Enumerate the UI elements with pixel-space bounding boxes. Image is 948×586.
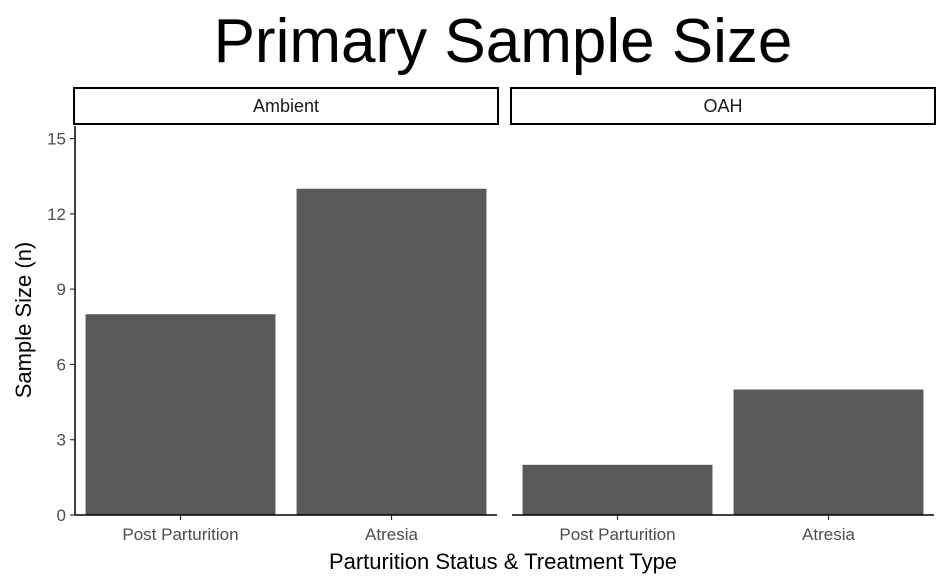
facet-strip-label: Ambient <box>253 96 319 116</box>
bar <box>522 464 713 515</box>
x-axis-title: Parturition Status & Treatment Type <box>329 549 677 574</box>
facet-panel: OAH Post Parturition Atresia <box>510 87 936 544</box>
x-tick-label: Atresia <box>802 525 855 544</box>
y-tick-label: 3 <box>57 431 66 450</box>
y-axis-title: Sample Size (n) <box>11 242 36 399</box>
bar <box>85 314 276 515</box>
facet-strip <box>510 87 936 125</box>
bar <box>733 389 924 515</box>
y-tick-label: 9 <box>57 280 66 299</box>
y-axis: 0 3 6 9 12 15 <box>47 126 76 525</box>
facet-panel: Ambient Post Parturition Atresia <box>73 87 499 544</box>
facet-strip <box>73 87 499 125</box>
bar <box>296 188 487 515</box>
facet-strip-label: OAH <box>703 96 742 116</box>
y-tick-label: 6 <box>57 355 66 374</box>
y-tick-label: 0 <box>57 506 66 525</box>
x-tick-label: Atresia <box>365 525 418 544</box>
x-tick-label: Post Parturition <box>559 525 675 544</box>
facet-panels: Ambient Post Parturition Atresia OAH Post Pa… <box>73 87 936 544</box>
chart-title: Primary Sample Size <box>214 7 793 76</box>
x-tick-label: Post Parturition <box>122 525 238 544</box>
y-tick-label: 15 <box>47 130 66 149</box>
y-tick-label: 12 <box>47 205 66 224</box>
